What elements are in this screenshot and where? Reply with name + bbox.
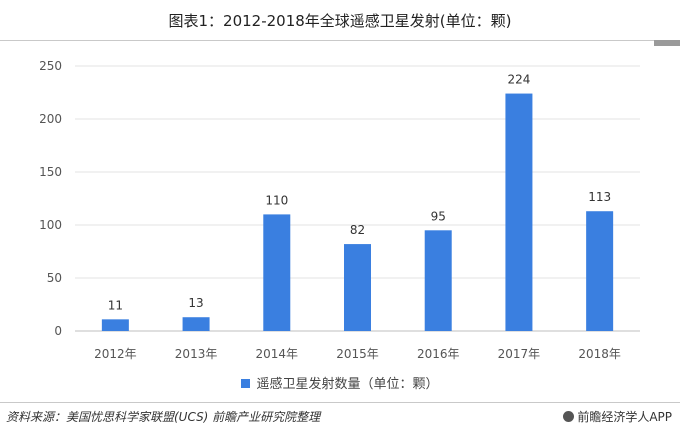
- y-axis-ticks: 0 50 100 150 200 250: [39, 59, 62, 338]
- x-axis-ticks: 2012年 2013年 2014年 2015年 2016年 2017年 2018年: [94, 347, 621, 361]
- y-tick-label: 0: [54, 324, 62, 338]
- y-tick-label: 200: [39, 112, 62, 126]
- y-tick-label: 50: [47, 271, 62, 285]
- bar: [263, 214, 291, 331]
- legend-label: 遥感卫星发射数量（单位：颗）: [256, 377, 439, 392]
- x-tick-label: 2013年: [175, 347, 218, 361]
- x-tick-label: 2016年: [417, 347, 460, 361]
- source-note: 资料来源：美国忧思科学家联盟(UCS) 前瞻产业研究院整理: [6, 410, 321, 424]
- x-tick-label: 2017年: [498, 347, 541, 361]
- bar: [344, 244, 371, 331]
- title-divider: [0, 40, 680, 41]
- bar: [101, 319, 129, 331]
- chart-title: 图表1：2012-2018年全球遥感卫星发射(单位：颗): [168, 12, 512, 30]
- corner-tab: [654, 40, 680, 46]
- y-tick-label: 100: [39, 218, 62, 232]
- brand-logo-icon: [563, 411, 575, 422]
- data-label: 224: [507, 73, 530, 87]
- data-label: 110: [265, 193, 288, 207]
- data-label: 95: [431, 209, 446, 223]
- data-label: 13: [188, 296, 203, 310]
- data-label: 82: [350, 223, 365, 237]
- legend: 遥感卫星发射数量（单位：颗）: [0, 373, 680, 392]
- y-tick-label: 250: [39, 59, 62, 73]
- x-tick-label: 2018年: [578, 347, 621, 361]
- x-tick-label: 2015年: [336, 347, 379, 361]
- bar: [505, 93, 533, 331]
- bar: [586, 211, 614, 331]
- brand-name: 前瞻经济学人APP: [577, 410, 672, 424]
- data-labels: 11 13 110 82 95 224 113: [108, 73, 611, 313]
- bar: [182, 317, 210, 331]
- data-label: 113: [588, 190, 611, 204]
- legend-swatch: [241, 379, 251, 388]
- bar: [424, 230, 452, 331]
- y-tick-label: 150: [39, 165, 62, 179]
- x-tick-label: 2012年: [94, 347, 137, 361]
- bars: [101, 93, 614, 331]
- footer-divider: [0, 402, 680, 403]
- data-label: 11: [108, 298, 123, 312]
- x-tick-label: 2014年: [256, 347, 299, 361]
- brand-credit: 前瞻经济学人APP: [563, 408, 672, 425]
